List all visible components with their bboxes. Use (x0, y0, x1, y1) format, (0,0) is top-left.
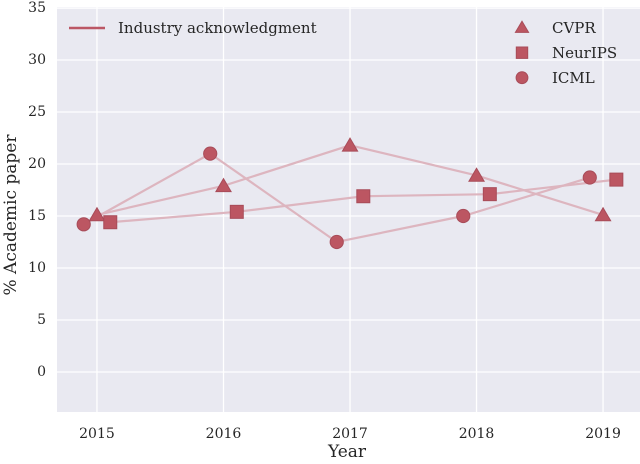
y-tick-label-30: 30 (28, 52, 46, 69)
x-tick-label-2015: 2015 (79, 426, 115, 442)
y-tick-label-35: 35 (28, 0, 46, 17)
marker-cvpr-2017 (341, 137, 359, 152)
legend-circle-icon (515, 71, 529, 85)
legend-line-sample-icon (69, 26, 105, 30)
y-tick-label-10: 10 (28, 259, 46, 276)
x-axis-label: Year (327, 442, 367, 462)
triangle-marker-glyph (514, 20, 530, 33)
legend-item-cvpr: CVPR (508, 15, 617, 40)
marker-cvpr-2019 (594, 206, 612, 222)
marker-icml-2015 (76, 217, 91, 232)
legend-label-cvpr: CVPR (552, 18, 596, 37)
x-tick-label-2018: 2018 (458, 426, 495, 442)
marker-neurips-2016 (229, 204, 244, 219)
legend-label-icml: ICML (552, 68, 595, 87)
marker-icml-2016 (203, 146, 218, 161)
x-tick-label-2017: 2017 (332, 426, 368, 442)
legend-triangle-icon (514, 20, 530, 33)
legend-square-icon (515, 46, 529, 59)
marker-neurips-2019 (609, 172, 624, 187)
y-tick-label-5: 5 (37, 311, 46, 328)
y-tick-label-15: 15 (28, 207, 46, 224)
y-tick-label-25: 25 (28, 104, 46, 121)
legend-line-label: Industry acknowledgment (118, 19, 317, 37)
marker-cvpr-2018 (468, 167, 486, 182)
legend-item-icml: ICML (508, 65, 617, 90)
y-tick-label-20: 20 (28, 156, 46, 172)
marker-cvpr-2015 (88, 206, 106, 222)
x-tick-label-2016: 2016 (205, 426, 242, 442)
square-marker-glyph (515, 46, 529, 59)
marker-cvpr-2016 (215, 177, 232, 193)
y-axis-label: % Academic paper (1, 134, 21, 296)
plot-background (57, 7, 640, 412)
marker-neurips-2018 (482, 187, 497, 202)
marker-icml-2017 (329, 234, 344, 250)
y-tick-label-0: 0 (37, 363, 46, 380)
legend-industry-acknowledgment: Industry acknowledgment (68, 17, 317, 39)
marker-neurips-2017 (356, 189, 371, 204)
legend-label-neurips: NeurIPS (552, 43, 618, 62)
marker-neurips-2015 (103, 215, 118, 230)
marker-icml-2019 (582, 170, 597, 185)
x-tick-label-2019: 2019 (585, 426, 621, 442)
marker-icml-2018 (456, 208, 471, 224)
circle-marker-glyph (515, 71, 529, 85)
legend-item-neurips: NeurIPS (508, 40, 617, 65)
legend-series: CVPR NeurIPS ICML (508, 15, 617, 90)
